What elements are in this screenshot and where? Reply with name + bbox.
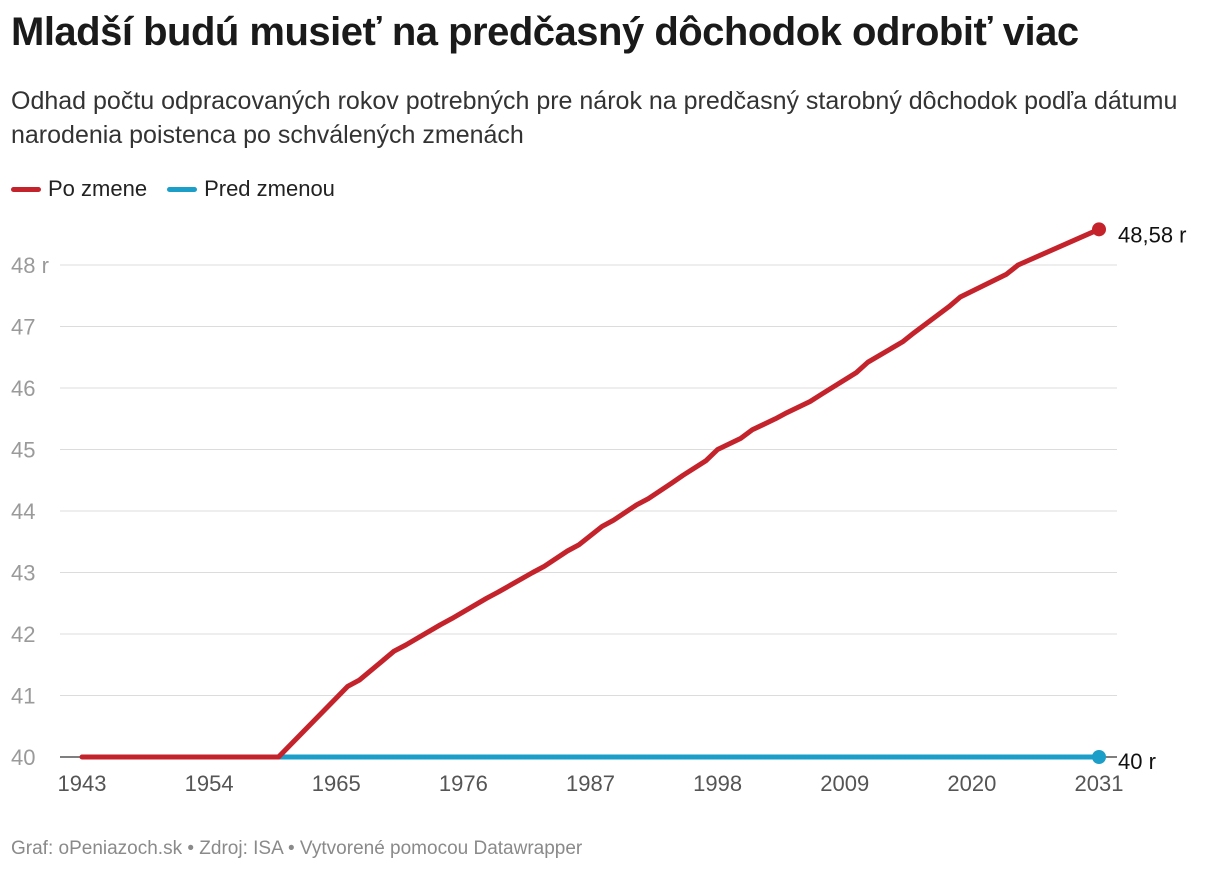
y-tick-label: 48 r [11,253,49,278]
y-tick-label: 46 [11,376,35,401]
y-tick-label: 45 [11,438,35,463]
chart-subtitle: Odhad počtu odpracovaných rokov potrebný… [11,87,1178,149]
series-end-label-pred-zmenou: 40 r [1118,749,1156,774]
legend-label-pred-zmenou: Pred zmenou [204,176,335,201]
y-tick-label: 43 [11,561,35,586]
x-tick-label: 2031 [1075,771,1124,796]
x-tick-label: 1987 [566,771,615,796]
legend-swatch-pred-zmenou [167,186,198,192]
legend-item-po-zmene: Po zmene [11,176,147,202]
x-tick-label: 1965 [312,771,361,796]
x-tick-label: 2009 [820,771,869,796]
y-tick-label: 41 [11,684,35,709]
series-end-point-po-zmene [1092,222,1106,237]
chart-title: Mladší budú musieť na predčasný dôchodok… [11,10,1079,54]
x-tick-label: 1998 [693,771,742,796]
x-tick-label: 1976 [439,771,488,796]
legend-item-pred-zmenou: Pred zmenou [167,176,335,202]
x-tick-label: 1943 [58,771,107,796]
series-end-point-pred-zmenou [1092,750,1106,764]
y-tick-label: 44 [11,499,35,524]
y-tick-label: 47 [11,315,35,340]
x-tick-label: 1954 [185,771,234,796]
legend: Po zmene Pred zmenou [11,176,335,202]
x-tick-label: 2020 [947,771,996,796]
chart-footer: Graf: oPeniazoch.sk • Zdroj: ISA • Vytvo… [11,838,583,859]
legend-label-po-zmene: Po zmene [48,176,148,201]
y-tick-label: 42 [11,622,35,647]
legend-swatch-po-zmene [11,186,41,192]
y-tick-label: 40 [11,745,35,770]
series-line-po-zmene [79,226,1102,760]
series-end-label-po-zmene: 48,58 r [1118,222,1187,247]
